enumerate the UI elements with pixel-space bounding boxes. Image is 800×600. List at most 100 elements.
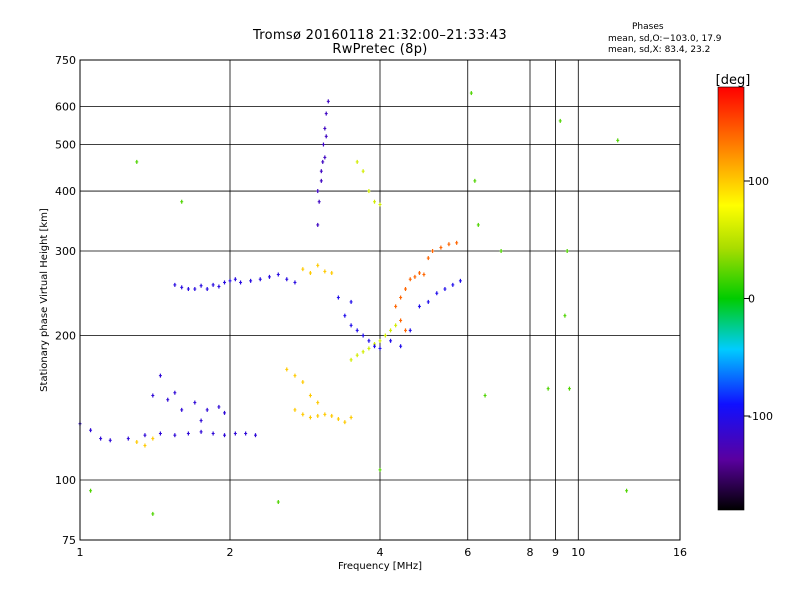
data-point (378, 338, 382, 343)
data-point (394, 323, 398, 328)
data-point (323, 269, 327, 274)
data-point (253, 433, 257, 438)
data-point (563, 313, 567, 318)
data-point (321, 142, 325, 147)
data-point (143, 443, 147, 448)
data-point (367, 346, 371, 351)
data-point (336, 295, 340, 300)
data-point (316, 413, 320, 418)
data-point (151, 393, 155, 398)
data-point (217, 284, 221, 289)
chart-subtitle: RwPretec (8p) (332, 42, 428, 57)
y-tick-label: 200 (55, 330, 76, 343)
data-point (546, 386, 550, 391)
data-point (223, 410, 227, 415)
data-point (258, 277, 262, 282)
data-point (321, 159, 325, 164)
data-point (267, 274, 271, 279)
data-point (403, 328, 407, 333)
data-point (413, 274, 417, 279)
chart-title: Tromsø 20160118 21:32:00–21:33:43 (252, 28, 508, 43)
data-point (151, 511, 155, 516)
data-point (126, 436, 130, 441)
data-point (399, 295, 403, 300)
data-point (417, 270, 421, 275)
data-point (443, 287, 447, 292)
data-point (316, 189, 320, 194)
data-point (143, 433, 147, 438)
x-tick-label: 9 (552, 546, 559, 559)
data-point (199, 418, 203, 423)
data-point (199, 429, 203, 434)
y-tick-label: 600 (55, 101, 76, 114)
data-point (439, 245, 443, 250)
data-point (435, 291, 439, 296)
y-tick-label: 500 (55, 139, 76, 152)
data-point (367, 189, 371, 194)
data-point (389, 328, 393, 333)
data-point (343, 420, 347, 425)
data-point (217, 404, 221, 409)
data-point (349, 415, 353, 420)
colorbar-ticks: 100 0 -100 (744, 175, 773, 423)
phase-stats-heading: Phases (632, 22, 664, 32)
data-point (399, 344, 403, 349)
data-point (324, 111, 328, 116)
data-point (451, 282, 455, 287)
data-point (378, 467, 382, 472)
data-point (361, 349, 365, 354)
data-point (108, 438, 112, 443)
data-point (330, 270, 334, 275)
data-point (293, 280, 297, 285)
data-point (323, 126, 327, 131)
x-axis-ticks: 1 2 4 6 8 9 10 16 (77, 546, 688, 559)
data-point (330, 413, 334, 418)
colorbar-label: [deg] (716, 73, 751, 88)
y-tick-label: 400 (55, 185, 76, 198)
data-point (135, 159, 139, 164)
data-point (199, 283, 203, 288)
data-point (455, 240, 459, 245)
data-point (616, 138, 620, 143)
data-point (233, 277, 237, 282)
data-point (323, 412, 327, 417)
y-tick-label: 300 (55, 245, 76, 258)
data-point (180, 285, 184, 290)
data-point (193, 400, 197, 405)
data-point (323, 155, 327, 160)
data-point (349, 299, 353, 304)
data-point (499, 249, 503, 254)
y-axis-ticks: 75 100 200 300 400 500 600 750 (55, 54, 76, 547)
y-tick-label: 75 (62, 534, 76, 547)
data-point (228, 278, 232, 283)
x-tick-label: 10 (571, 546, 585, 559)
data-point (276, 499, 280, 504)
data-point (349, 357, 353, 362)
data-point (378, 346, 382, 351)
data-point (308, 270, 312, 275)
data-point (473, 178, 477, 183)
data-point (173, 433, 177, 438)
data-point (293, 407, 297, 412)
data-point (151, 436, 155, 441)
y-tick-label: 750 (55, 54, 76, 67)
data-point (326, 99, 330, 104)
data-point (99, 436, 103, 441)
data-point (389, 338, 393, 343)
data-point (408, 328, 412, 333)
x-axis-label: Frequency [MHz] (338, 561, 422, 572)
data-point (293, 373, 297, 378)
data-point (233, 431, 237, 436)
data-point (373, 199, 377, 204)
data-point (186, 287, 190, 292)
data-point (89, 488, 93, 493)
data-point (458, 278, 462, 283)
data-point (223, 433, 227, 438)
phase-stats-o: mean, sd,O:−103.0, 17.9 (608, 34, 722, 44)
data-point (223, 280, 227, 285)
data-point (373, 344, 377, 349)
data-point (476, 222, 480, 227)
data-point (158, 431, 162, 436)
data-point (361, 169, 365, 174)
